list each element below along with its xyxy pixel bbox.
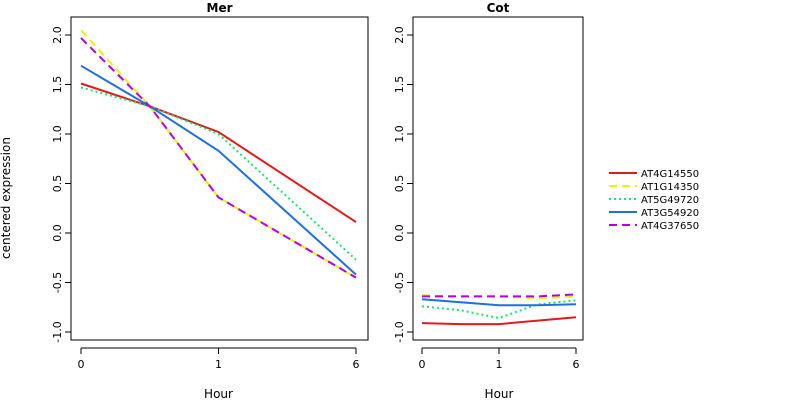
cot-panel-title: Cot	[487, 1, 510, 15]
cot-y-tick-label: 0.5	[393, 175, 406, 193]
mer-series-line-1	[80, 82, 357, 223]
cot-series-line-3	[421, 299, 577, 320]
mer-y-tick-label: 1.5	[51, 76, 64, 94]
legend-label-3: AT5G49720	[641, 195, 699, 206]
mer-x-tick-label: 1	[215, 358, 222, 371]
cot-y-tick-label: -1.0	[393, 321, 406, 342]
mer-y-tick-label: -1.0	[51, 321, 64, 342]
mer-y-tick-label: -0.5	[51, 272, 64, 293]
cot-x-tick-label: 6	[573, 358, 580, 371]
cot-y-tick-label: 2.0	[393, 26, 406, 44]
cot-series-line-4	[421, 298, 577, 307]
y-axis-title: centered expression	[0, 137, 13, 259]
legend-label-1: AT4G14550	[641, 169, 699, 180]
cot-y-tick-label: -0.5	[393, 272, 406, 293]
cot-y-tick-label: 0.0	[393, 224, 406, 242]
cot-plot-frame	[412, 16, 584, 341]
mer-y-tick-label: 2.0	[51, 26, 64, 44]
mer-x-tick-label: 0	[78, 358, 85, 371]
cot-y-tick-label: 1.0	[393, 125, 406, 143]
cot-x-tick-label: 1	[496, 358, 503, 371]
mer-x-axis-title: Hour	[204, 387, 233, 400]
legend-label-5: AT4G37650	[641, 221, 699, 232]
mer-y-tick-label: 1.0	[51, 125, 64, 143]
mer-x-tick-label: 6	[353, 358, 360, 371]
mer-series-line-5	[80, 37, 357, 279]
mer-y-tick-label: 0.0	[51, 224, 64, 242]
mer-panel-title: Mer	[207, 1, 233, 15]
mer-series-line-4	[80, 64, 357, 276]
mer-series-line-3	[80, 86, 357, 261]
mer-plot-frame	[70, 16, 369, 341]
cot-series-line-5	[422, 293, 577, 298]
cot-y-tick-label: 1.5	[393, 76, 406, 94]
cot-series-line-1	[421, 316, 577, 326]
legend-label-4: AT3G54920	[641, 208, 699, 219]
cot-x-axis-title: Hour	[485, 387, 514, 400]
mer-series-line-2	[80, 29, 357, 279]
legend-label-2: AT1G14350	[641, 182, 699, 193]
cot-x-tick-label: 0	[419, 358, 426, 371]
mer-y-tick-label: 0.5	[51, 175, 64, 193]
